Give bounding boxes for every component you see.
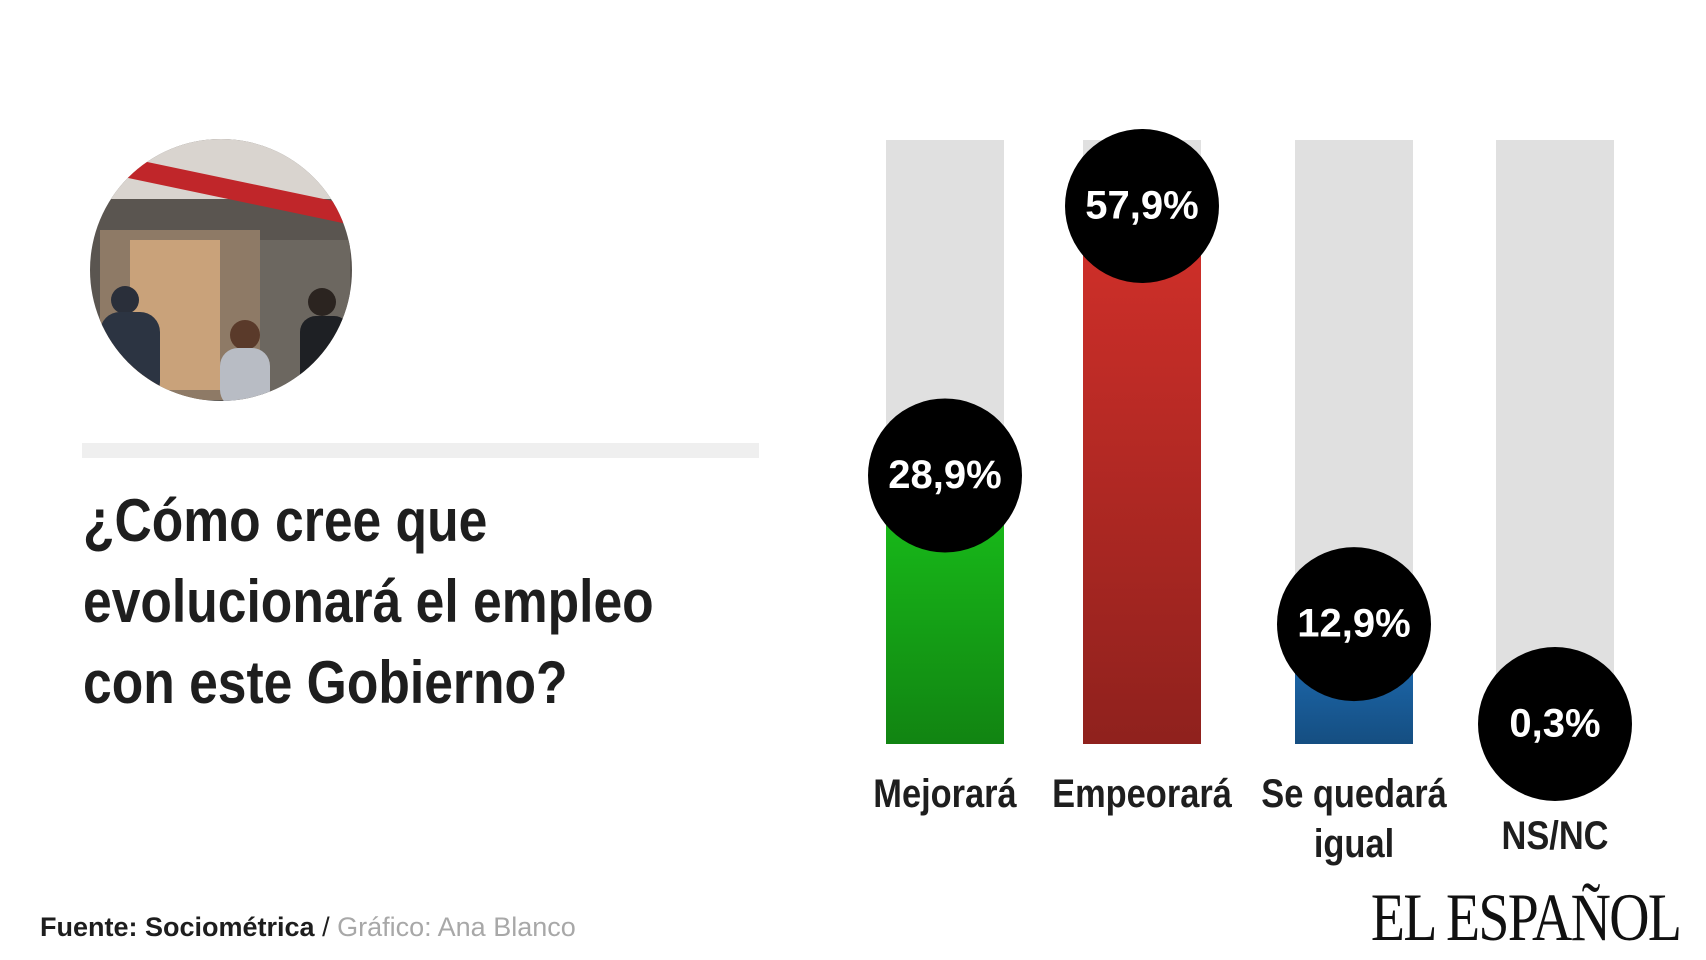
footer: Fuente: Sociométrica / Gráfico: Ana Blan… (40, 912, 576, 943)
category-label: NS/NC (1501, 814, 1609, 858)
value-badge (1277, 547, 1431, 702)
divider (82, 443, 759, 458)
source: Fuente: Sociométrica (40, 912, 315, 942)
value-badge (1478, 647, 1632, 801)
photo (90, 139, 352, 401)
credit: Gráfico: Ana Blanco (337, 912, 576, 942)
category-label: Se quedará igual (1261, 772, 1447, 866)
category-label: Empeorará (1052, 772, 1232, 816)
separator: / (322, 912, 330, 942)
value-badge (868, 398, 1022, 553)
bar (1083, 205, 1201, 744)
value-badge (1065, 128, 1219, 283)
bar-track (1496, 140, 1614, 744)
value-label: 0,3% (1509, 702, 1600, 746)
category-label: Mejorará (873, 772, 1017, 816)
value-label: 57,9% (1085, 184, 1198, 228)
logo: EL ESPAÑOL (1370, 879, 1682, 955)
chart-title: ¿Cómo cree que evolucionará el empleo co… (83, 487, 654, 716)
value-label: 12,9% (1297, 602, 1410, 646)
value-label: 28,9% (888, 453, 1001, 497)
